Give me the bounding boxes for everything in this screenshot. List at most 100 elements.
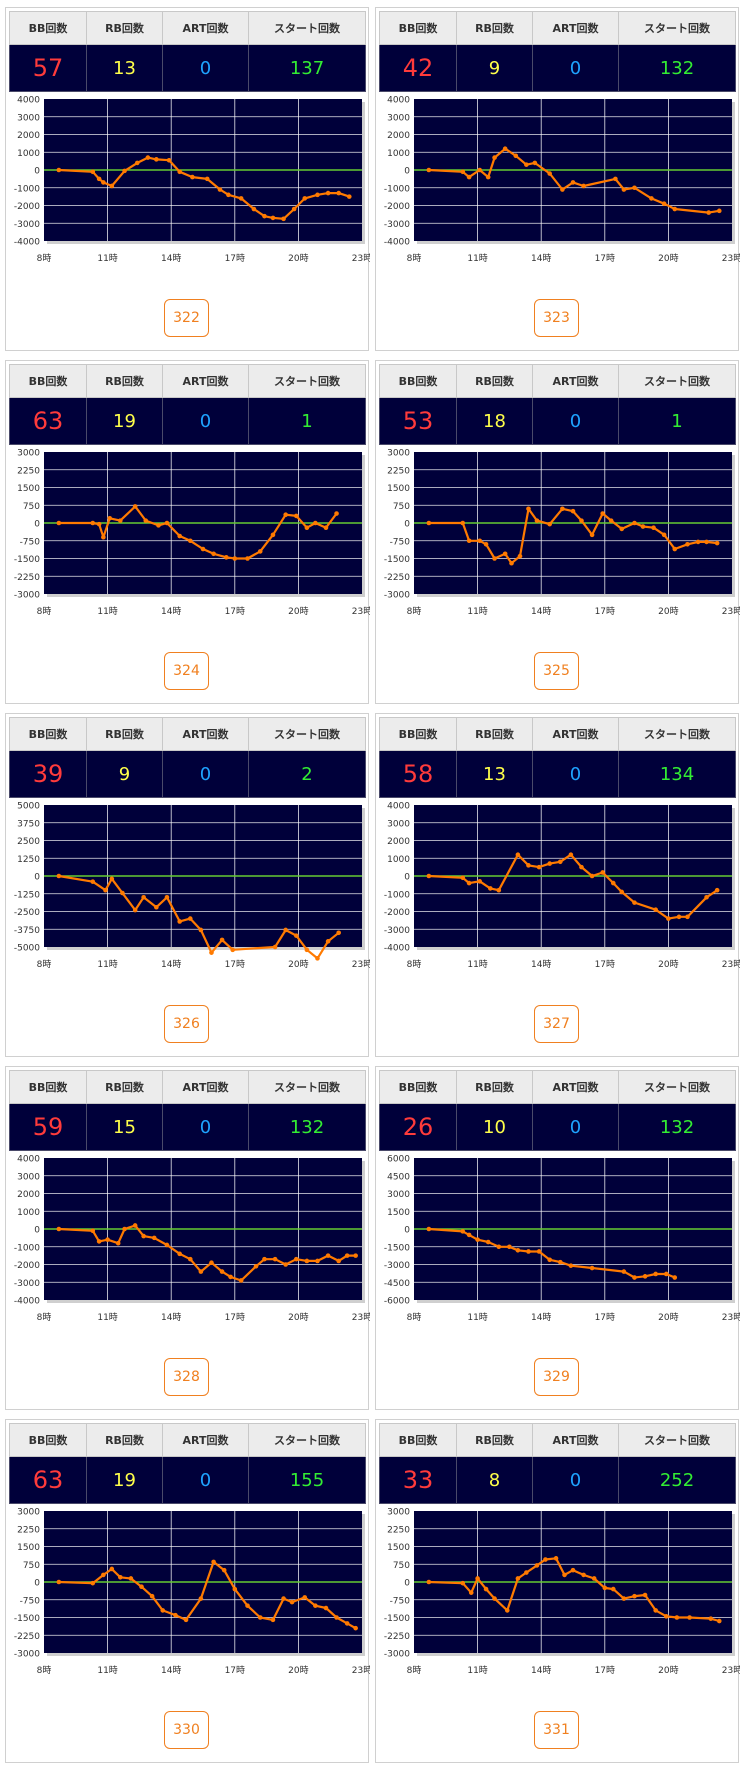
data-point xyxy=(553,1556,559,1561)
x-tick-label: 17時 xyxy=(225,1312,245,1323)
x-tick-label: 8時 xyxy=(407,1665,422,1676)
x-tick-label: 23時 xyxy=(722,606,740,617)
art-count: 0 xyxy=(532,1456,619,1504)
data-point xyxy=(272,1256,278,1262)
art-count: 0 xyxy=(532,1103,619,1151)
y-tick-label: 1000 xyxy=(17,1208,40,1218)
machine-number-button[interactable]: 324 xyxy=(164,652,209,690)
start-count: 1 xyxy=(248,397,366,445)
data-point xyxy=(477,167,483,173)
y-tick-label: -6000 xyxy=(384,1297,410,1307)
rb-header: RB回数 xyxy=(456,11,533,45)
x-tick-label: 11時 xyxy=(97,1665,117,1676)
data-point xyxy=(716,1618,722,1624)
start-header: スタート回数 xyxy=(618,717,736,751)
data-point xyxy=(613,176,618,182)
machine-number-button[interactable]: 326 xyxy=(164,1005,209,1043)
machine-number-button[interactable]: 323 xyxy=(534,299,579,337)
machine-number-button[interactable]: 329 xyxy=(534,1358,579,1396)
data-point xyxy=(466,1232,472,1238)
data-point xyxy=(118,1574,123,1580)
data-point xyxy=(426,1226,432,1232)
x-tick-label: 14時 xyxy=(161,1312,181,1323)
data-point xyxy=(164,520,170,526)
art-header: ART回数 xyxy=(162,11,249,45)
data-point xyxy=(524,162,529,167)
data-point xyxy=(120,890,125,896)
art-header: ART回数 xyxy=(162,717,249,751)
machine-number-button[interactable]: 330 xyxy=(164,1711,209,1749)
data-point xyxy=(96,1239,102,1244)
y-tick-label: 0 xyxy=(404,520,410,530)
machine-number-button[interactable]: 322 xyxy=(164,299,209,337)
machine-number-button[interactable]: 328 xyxy=(164,1358,209,1396)
art-count: 0 xyxy=(532,397,619,445)
y-tick-label: 0 xyxy=(404,873,410,883)
data-point xyxy=(496,1244,502,1250)
data-point xyxy=(122,1226,127,1232)
data-point xyxy=(466,538,472,544)
data-point xyxy=(238,1278,244,1283)
machine-card: BB回数 RB回数 ART回数 スタート回数 26 10 0 132 6000 4500 3000 1… xyxy=(375,1066,740,1410)
y-tick-label: -1500 xyxy=(384,555,410,565)
data-point xyxy=(353,1625,358,1631)
data-point xyxy=(460,169,466,175)
machine-card: BB回数 RB回数 ART回数 スタート回数 53 18 0 1 3000 2250 1500 750… xyxy=(375,360,740,704)
data-point xyxy=(621,1269,627,1274)
x-tick-label: 17時 xyxy=(225,253,245,264)
x-tick-label: 14時 xyxy=(531,1665,551,1676)
y-tick-label: 0 xyxy=(404,167,410,177)
data-point xyxy=(589,1265,595,1271)
bb-header: BB回数 xyxy=(9,1423,87,1457)
data-point xyxy=(492,1596,497,1601)
data-point xyxy=(177,533,182,539)
art-header: ART回数 xyxy=(532,1070,619,1104)
data-point xyxy=(526,863,531,868)
data-point xyxy=(313,1603,318,1608)
data-point xyxy=(466,880,472,886)
data-point xyxy=(632,185,637,191)
y-tick-label: 2000 xyxy=(387,131,410,141)
data-point xyxy=(289,1599,295,1605)
data-point xyxy=(198,1596,204,1601)
y-tick-label: 4000 xyxy=(17,1155,40,1165)
y-tick-label: -3000 xyxy=(14,220,40,230)
data-point xyxy=(653,907,658,913)
y-tick-label: -750 xyxy=(20,1596,41,1606)
data-point xyxy=(477,879,483,884)
data-point xyxy=(160,1608,166,1613)
data-point xyxy=(262,213,267,219)
start-header: スタート回数 xyxy=(248,1070,366,1104)
data-point xyxy=(226,192,231,198)
data-point xyxy=(547,521,552,527)
data-point xyxy=(547,861,552,866)
machine-card: BB回数 RB回数 ART回数 スタート回数 42 9 0 132 4000 3000 2000 10… xyxy=(375,7,740,351)
data-point xyxy=(270,1617,276,1623)
x-tick-label: 23時 xyxy=(352,959,370,970)
y-tick-label: 3000 xyxy=(17,1508,40,1518)
start-header: スタート回数 xyxy=(618,364,736,398)
y-tick-label: 1000 xyxy=(387,855,410,865)
y-tick-label: -1000 xyxy=(384,184,410,194)
data-point xyxy=(132,504,138,509)
data-point xyxy=(325,190,331,196)
data-point xyxy=(426,520,432,526)
y-tick-label: -4000 xyxy=(14,1297,40,1307)
machine-number-button[interactable]: 331 xyxy=(534,1711,579,1749)
machine-number-button[interactable]: 327 xyxy=(534,1005,579,1043)
rb-header: RB回数 xyxy=(86,11,163,45)
data-point xyxy=(632,520,637,526)
data-point xyxy=(304,1258,310,1264)
x-tick-label: 11時 xyxy=(97,959,117,970)
data-point xyxy=(232,556,238,561)
data-point xyxy=(621,1596,627,1601)
machine-card: BB回数 RB回数 ART回数 スタート回数 59 15 0 132 4000 3000 2000 1… xyxy=(5,1066,370,1410)
y-tick-label: 3000 xyxy=(17,449,40,459)
start-count: 132 xyxy=(618,44,736,92)
machine-number-button[interactable]: 325 xyxy=(534,652,579,690)
data-point xyxy=(560,506,565,512)
data-point xyxy=(426,873,432,879)
y-tick-label: -3000 xyxy=(384,220,410,230)
y-tick-label: 750 xyxy=(23,502,40,512)
data-point xyxy=(714,887,720,893)
